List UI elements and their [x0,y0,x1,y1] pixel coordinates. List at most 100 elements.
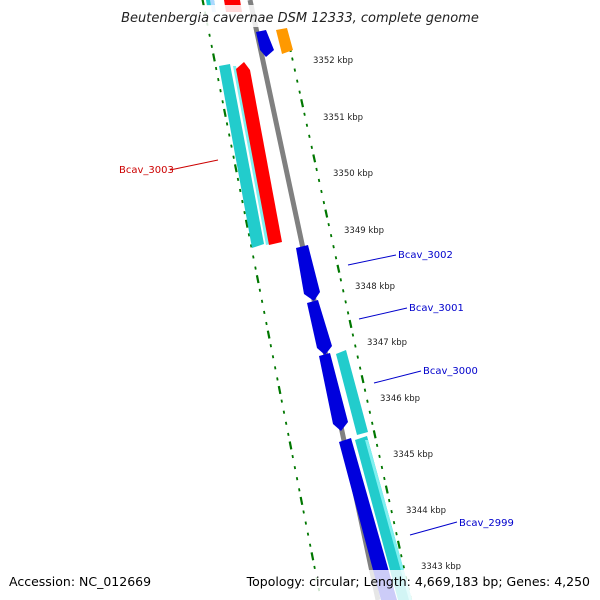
gene-label-bcav-3002[interactable]: Bcav_3002 [398,250,453,261]
gene-label-bcav-3000[interactable]: Bcav_3000 [423,366,478,377]
right-ruler-tick [400,554,403,558]
map-title: Beutenbergia cavernae DSM 12333, complet… [121,11,479,26]
right-ruler-tick [322,200,326,205]
right-ruler-tick [346,311,350,315]
left-ruler-tick [309,543,312,547]
right-ruler-tick [372,430,377,439]
left-ruler-tick [210,44,213,48]
right-ruler-tick [351,333,355,337]
feature-blue-top [256,30,274,57]
left-ruler-tick [276,377,279,381]
right-ruler-tick [317,178,321,183]
right-ruler-tick [344,300,347,304]
left-ruler-tick [280,399,283,403]
left-ruler-tick [232,155,235,159]
left-ruler-tick [291,454,294,459]
left-ruler-tick [255,275,260,284]
left-ruler-tick [225,122,229,126]
right-ruler-tick [339,278,343,282]
right-ruler-tick [300,99,305,108]
left-ruler-tick [284,421,288,425]
title-backdrop [105,5,495,27]
right-ruler-tick [402,565,405,569]
right-ruler-tick [380,465,384,470]
left-ruler-tick [313,565,316,570]
left-ruler-tick [295,477,299,481]
gene-bcav-3003 [236,62,282,245]
right-ruler-tick [324,209,329,218]
gene-bcav-3002 [296,245,320,301]
right-ruler-tick [360,374,365,384]
gene-label-bcav-3001[interactable]: Bcav_3001 [409,303,464,314]
right-ruler-tick [327,222,330,227]
left-ruler-tick [298,488,301,492]
left-ruler-tick [263,310,266,315]
right-ruler-tick [390,509,393,514]
left-ruler-tick [277,385,282,395]
right-ruler-tick [368,410,372,414]
left-ruler-tick [201,0,205,7]
leader-bcav-3002 [347,254,397,266]
left-ruler-tick [260,299,264,303]
feature-cyan-3000 [336,350,368,435]
tick-label: 3350 kbp [333,169,373,179]
left-ruler-tick [265,321,268,326]
gene-label-bcav-3003[interactable]: Bcav_3003 [119,165,174,176]
left-ruler-tick [212,53,216,62]
left-ruler-tick [241,199,244,204]
right-ruler-tick [375,443,379,448]
left-ruler-tick [282,410,286,414]
left-ruler-tick [287,432,290,437]
left-ruler-tick [254,266,257,270]
left-ruler-tick [252,255,255,259]
left-ruler-tick [293,465,297,470]
right-ruler-tick [392,520,396,525]
feature-cyan-2999-highlight [365,440,412,600]
right-ruler-tick [396,540,401,549]
right-ruler-tick [334,256,338,260]
left-ruler-tick [247,233,251,237]
right-ruler-tick [388,498,391,503]
left-ruler-tick [274,366,277,370]
label-layer: Beutenbergia cavernae DSM 12333, complet… [0,5,600,600]
gene-bcav-2999 [339,438,397,600]
tick-label: 3344 kbp [406,506,446,516]
right-ruler-tick [298,90,301,94]
leader-bcav-2999 [409,521,458,536]
right-ruler-tick [308,134,311,138]
left-ruler-tick [244,219,249,228]
right-ruler-tick [354,344,357,348]
right-ruler-tick [366,399,369,403]
feature-orange-top [276,28,293,54]
right-ruler-tick [332,245,335,249]
right-ruler-tick [371,421,374,425]
tick-label: 3349 kbp [344,226,384,236]
left-ruler-tick [208,33,211,37]
left-ruler-tick [236,177,240,182]
tick-label: 3352 kbp [313,56,353,66]
tick-label: 3347 kbp [367,338,407,348]
left-ruler-tick [302,510,305,514]
right-ruler-tick [378,454,381,459]
gene-bcav-3001 [307,300,332,355]
feature-layer [169,0,458,600]
left-ruler-tick [306,532,310,536]
left-ruler-tick [214,66,218,71]
left-ruler-tick [217,77,220,82]
right-ruler-tick [305,123,309,127]
right-ruler-tick [291,57,294,61]
gene-label-bcav-2999[interactable]: Bcav_2999 [459,518,514,529]
accession-text: Accession: NC_012669 [9,574,151,589]
right-ruler-tick [384,485,389,494]
tick-label: 3343 kbp [421,562,461,572]
leader-bcav-3003 [169,159,219,171]
left-ruler-tick [249,244,253,248]
right-ruler-tick [383,476,386,481]
left-ruler-tick [288,441,293,450]
right-ruler-tick [348,319,353,329]
left-ruler-tick [269,344,272,348]
left-ruler-tick [228,133,231,137]
footer-backdrop [0,570,600,600]
right-ruler-tick [296,79,299,83]
